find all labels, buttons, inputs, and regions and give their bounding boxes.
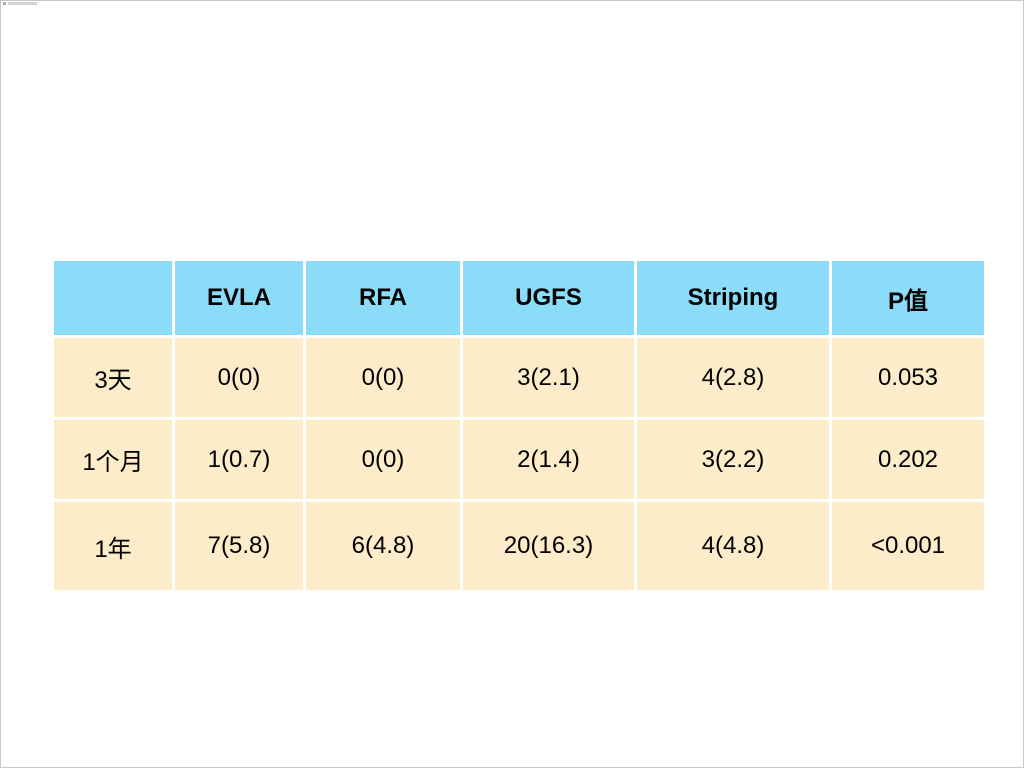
- comparison-table: EVLA RFA UGFS Striping P值 3天 0(0) 0(0) 3…: [51, 258, 987, 593]
- table-row: 1年 7(5.8) 6(4.8) 20(16.3) 4(4.8) <0.001: [54, 502, 984, 590]
- row-label: 3天: [54, 338, 172, 417]
- table-cell: 0(0): [306, 420, 460, 499]
- table-cell: 0(0): [306, 338, 460, 417]
- table-cell: 7(5.8): [175, 502, 303, 590]
- table-row: 3天 0(0) 0(0) 3(2.1) 4(2.8) 0.053: [54, 338, 984, 417]
- table-cell: 0.202: [832, 420, 984, 499]
- table-row: 1个月 1(0.7) 0(0) 2(1.4) 3(2.2) 0.202: [54, 420, 984, 499]
- header-corner: [54, 261, 172, 335]
- table-cell: 6(4.8): [306, 502, 460, 590]
- header-rfa: RFA: [306, 261, 460, 335]
- header-striping: Striping: [637, 261, 829, 335]
- corner-mark: [3, 2, 37, 5]
- table-cell: 4(4.8): [637, 502, 829, 590]
- header-evla: EVLA: [175, 261, 303, 335]
- table-cell: 2(1.4): [463, 420, 634, 499]
- table-cell: 0.053: [832, 338, 984, 417]
- header-row: EVLA RFA UGFS Striping P值: [54, 261, 984, 335]
- table-cell: 3(2.1): [463, 338, 634, 417]
- table-cell: 4(2.8): [637, 338, 829, 417]
- header-p-value: P值: [832, 261, 984, 335]
- table-cell: <0.001: [832, 502, 984, 590]
- row-label: 1年: [54, 502, 172, 590]
- table-cell: 0(0): [175, 338, 303, 417]
- row-label: 1个月: [54, 420, 172, 499]
- table-cell: 20(16.3): [463, 502, 634, 590]
- table-cell: 3(2.2): [637, 420, 829, 499]
- table-cell: 1(0.7): [175, 420, 303, 499]
- header-ugfs: UGFS: [463, 261, 634, 335]
